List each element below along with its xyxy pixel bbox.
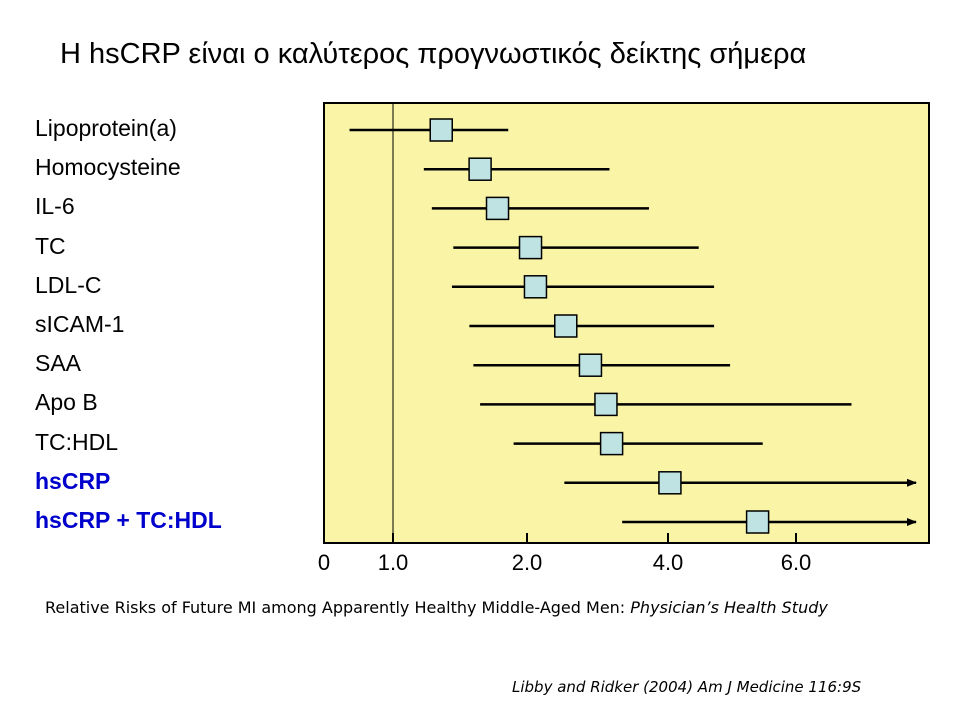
estimate-marker bbox=[745, 510, 770, 534]
row-label: hsCRP + TC:HDL bbox=[35, 507, 222, 533]
estimate-marker bbox=[658, 471, 682, 495]
caption-study-name: Physician’s Health Study bbox=[630, 598, 828, 617]
estimate-marker bbox=[518, 235, 543, 260]
x-tick-label: 4.0 bbox=[653, 550, 684, 575]
estimate-marker bbox=[554, 314, 578, 338]
estimate-marker bbox=[578, 353, 603, 377]
row-label: TC:HDL bbox=[35, 428, 119, 455]
estimate-marker bbox=[594, 392, 618, 417]
row-label: sICAM-1 bbox=[35, 311, 125, 337]
row-label: Lipoprotein(a) bbox=[35, 115, 177, 141]
chart-title: Η hsCRP είναι ο καλύτερος προγνωστικός δ… bbox=[60, 38, 807, 70]
row-label: IL-6 bbox=[35, 193, 75, 220]
x-tick-label: 6.0 bbox=[781, 550, 812, 575]
estimate-marker bbox=[599, 431, 624, 456]
row-label: LDL-C bbox=[35, 271, 102, 298]
x-tick-label: 0 bbox=[318, 550, 330, 575]
x-tick-label: 2.0 bbox=[512, 550, 543, 575]
citation: Libby and Ridker (2004) Am J Medicine 11… bbox=[512, 678, 862, 696]
plot-area bbox=[323, 102, 930, 544]
row-label: TC bbox=[35, 232, 66, 259]
estimate-marker bbox=[485, 196, 510, 221]
estimate-marker bbox=[468, 157, 492, 181]
row-label: Apo B bbox=[35, 389, 98, 416]
chart-caption: Relative Risks of Future MI among Appare… bbox=[45, 595, 925, 620]
estimate-marker bbox=[429, 118, 453, 142]
caption-text: Relative Risks of Future MI among Appare… bbox=[45, 598, 631, 617]
estimate-marker bbox=[523, 275, 548, 299]
row-label: hsCRP bbox=[35, 467, 111, 494]
x-tick-label: 1.0 bbox=[378, 550, 409, 575]
row-label: SAA bbox=[35, 350, 82, 377]
row-label: Homocysteine bbox=[35, 154, 181, 181]
